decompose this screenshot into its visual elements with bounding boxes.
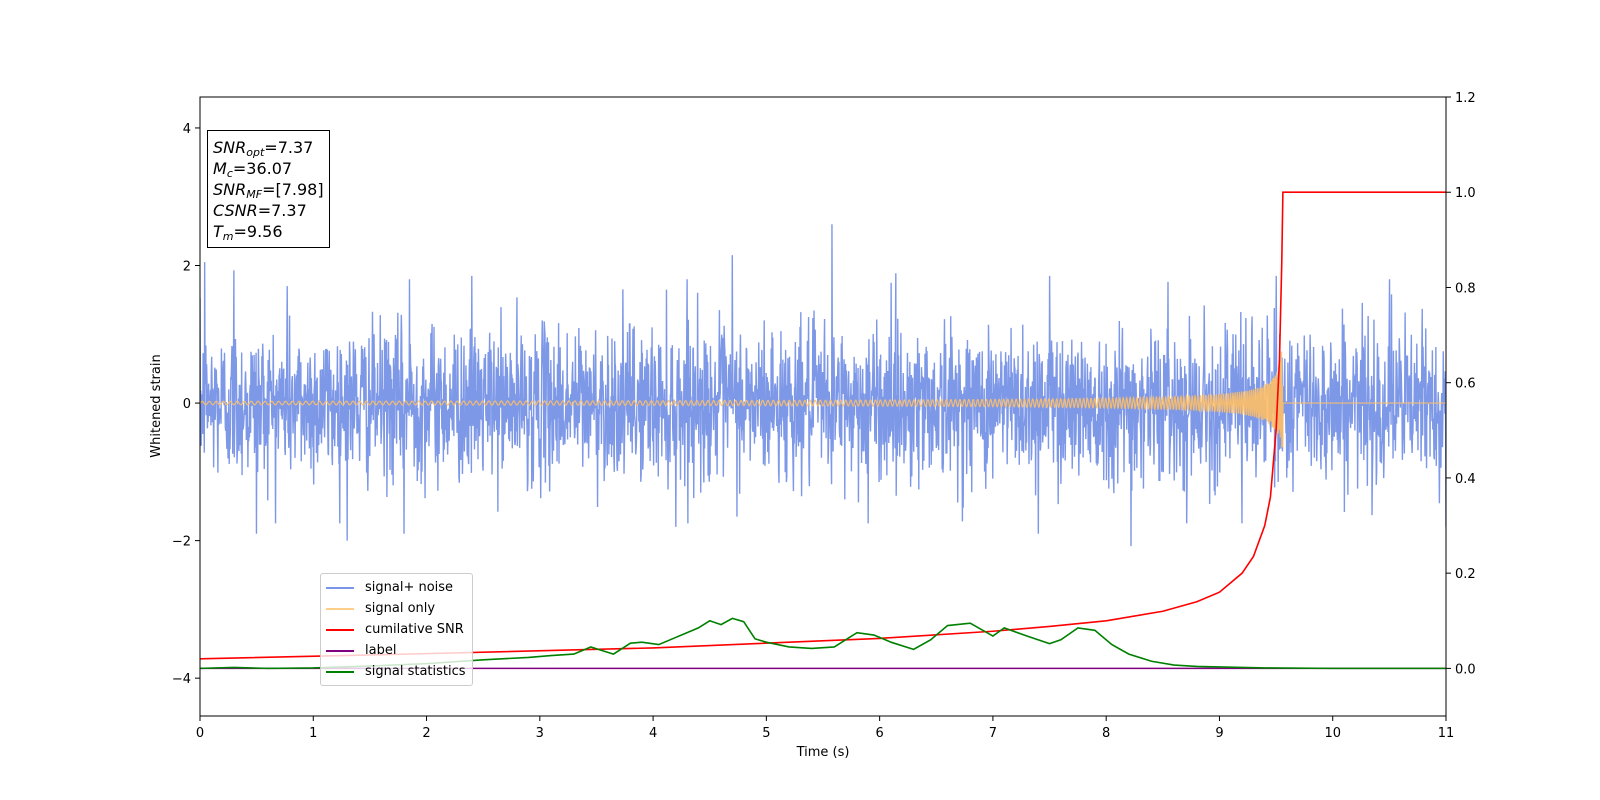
legend-label: signal statistics [365, 664, 466, 679]
y-right-tick-label: 0.2 [1455, 567, 1476, 582]
legend-entry: signal+ noise [326, 577, 466, 598]
legend-entry: cumilative SNR [326, 619, 466, 640]
series-signal-statistics [200, 617, 1446, 670]
x-tick-label: 6 [875, 726, 883, 741]
x-tick-label: 4 [649, 726, 657, 741]
right-y-axis-ticks: 1.2 1.0 0.8 0.6 0.4 0.2 0.0 [1446, 91, 1476, 677]
x-tick-label: 10 [1324, 726, 1341, 741]
y-right-tick-label: 0.8 [1455, 281, 1476, 296]
tm-value: =9.56 [233, 222, 283, 241]
csnr-value: =7.37 [257, 201, 307, 220]
mc-line: Mc=36.07 [213, 159, 293, 180]
series-signal-only [200, 351, 1446, 448]
legend-label: cumilative SNR [365, 622, 464, 637]
x-tick-label: 9 [1215, 726, 1223, 741]
legend-swatch [326, 586, 354, 589]
y-right-tick-label: 0.4 [1455, 472, 1476, 487]
y-axis-label: Whitened strain [149, 354, 164, 457]
legend-swatch [326, 628, 354, 631]
legend-swatch [326, 607, 354, 610]
legend-entry: signal only [326, 598, 466, 619]
y-left-tick-label: −2 [172, 535, 191, 550]
y-right-tick-label: 0.6 [1455, 377, 1476, 392]
x-tick-label: 8 [1102, 726, 1110, 741]
legend-entry: label [326, 640, 466, 661]
axes-frame [199, 96, 1447, 717]
series-signal-noise [200, 224, 1446, 547]
series-cumulative-snr [200, 191, 1446, 660]
y-left-tick-label: 4 [183, 122, 191, 137]
x-tick-label: 7 [989, 726, 997, 741]
legend-label: signal+ noise [365, 580, 454, 595]
left-y-axis-ticks: 4 2 0 −2 −4 [172, 122, 200, 687]
tm-line: Tm=9.56 [213, 222, 283, 243]
y-left-tick-label: 0 [183, 397, 191, 412]
legend-label: label [365, 643, 397, 658]
legend: signal+ noise signal only cumilative SNR… [320, 573, 473, 686]
snr-opt-line: SNRopt=7.37 [213, 138, 314, 159]
x-tick-label: 2 [422, 726, 430, 741]
x-tick-label: 0 [196, 726, 204, 741]
x-tick-label: 5 [762, 726, 770, 741]
snr-mf-value: =[7.98] [262, 180, 324, 199]
y-right-tick-label: 0.0 [1455, 662, 1476, 677]
legend-entry: signal statistics [326, 661, 466, 682]
y-right-tick-label: 1.2 [1455, 91, 1476, 106]
y-left-tick-label: 2 [183, 260, 191, 275]
snr-mf-line: SNRMF=[7.98] [213, 180, 324, 201]
x-tick-label: 11 [1438, 726, 1455, 741]
x-axis-ticks: 0 1 2 3 4 5 6 7 8 9 10 11 [196, 716, 1454, 741]
mc-value: =36.07 [232, 159, 293, 178]
x-axis-label: Time (s) [796, 745, 850, 760]
snr-opt-value: =7.37 [264, 138, 314, 157]
x-tick-label: 1 [309, 726, 317, 741]
legend-swatch [326, 670, 354, 673]
stats-annotation-box: SNRopt=7.37 Mc=36.07 SNRMF=[7.98] CSNR=7… [207, 130, 330, 248]
x-tick-label: 3 [536, 726, 544, 741]
y-left-tick-label: −4 [172, 672, 191, 687]
legend-label: signal only [365, 601, 436, 616]
csnr-line: CSNR=7.37 [213, 201, 307, 220]
legend-swatch [326, 649, 354, 652]
y-right-tick-label: 1.0 [1455, 186, 1476, 201]
